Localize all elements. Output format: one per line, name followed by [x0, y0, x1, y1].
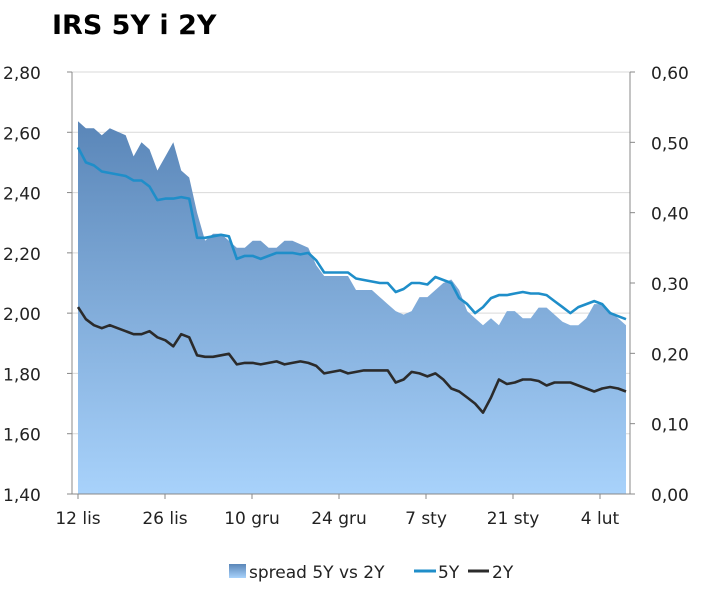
right-tick-label: 0,00	[651, 486, 689, 506]
chart-title: IRS 5Y i 2Y	[52, 10, 217, 41]
legend-swatch-spread	[229, 564, 246, 578]
right-tick-label: 0,20	[651, 345, 689, 365]
left-tick-label: 2,20	[3, 245, 41, 265]
legend-label-2y: 2Y	[492, 563, 514, 583]
left-tick-label: 2,60	[3, 124, 41, 144]
left-tick-label: 2,80	[3, 64, 41, 84]
left-tick-label: 1,80	[3, 365, 41, 385]
x-tick-label: 26 lis	[142, 509, 187, 529]
x-tick-label: 7 sty	[405, 509, 447, 529]
left-tick-label: 2,40	[3, 185, 41, 205]
legend-label-spread: spread 5Y vs 2Y	[249, 563, 385, 583]
left-tick-label: 1,60	[3, 426, 41, 446]
right-tick-label: 0,40	[651, 205, 689, 225]
series-layer	[76, 121, 627, 494]
series-area-spread	[78, 121, 626, 494]
left-axis-ticks: 2,80 2,60 2,40 2,20 2,00 1,80 1,60 1,40	[3, 64, 72, 506]
right-tick-label: 0,60	[651, 64, 689, 84]
x-tick-label: 4 lut	[581, 509, 620, 529]
x-tick-label: 24 gru	[311, 509, 367, 529]
x-tick-label: 21 sty	[487, 509, 540, 529]
right-tick-label: 0,10	[651, 416, 689, 436]
legend: spread 5Y vs 2Y 5Y 2Y	[229, 563, 514, 583]
x-tick-label: 10 gru	[224, 509, 280, 529]
left-tick-label: 1,40	[3, 486, 41, 506]
right-tick-label: 0,50	[651, 134, 689, 154]
right-axis-ticks: 0,60 0,50 0,40 0,30 0,20 0,10 0,00	[630, 64, 689, 506]
right-tick-label: 0,30	[651, 275, 689, 295]
x-tick-label: 12 lis	[55, 509, 100, 529]
x-axis-ticks: 12 lis 26 lis 10 gru 24 gru 7 sty 21 sty 4 lut	[55, 494, 620, 529]
series-line-2y	[76, 306, 627, 414]
series-line-5y	[76, 146, 627, 321]
left-tick-label: 2,00	[3, 305, 41, 325]
legend-label-5y: 5Y	[438, 563, 460, 583]
